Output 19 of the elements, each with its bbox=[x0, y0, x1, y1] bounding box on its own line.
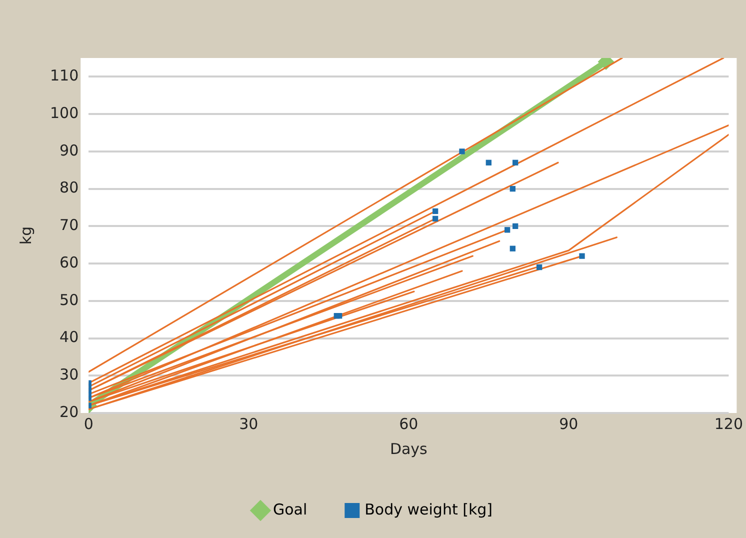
x-tick-label: 90 bbox=[559, 414, 578, 433]
y-tick-label: 110 bbox=[50, 66, 79, 85]
x-tick-label: 120 bbox=[714, 414, 744, 433]
y-tick-label: 60 bbox=[60, 253, 79, 272]
y-tick-label: 90 bbox=[60, 141, 79, 160]
y-tick-label: 40 bbox=[60, 328, 79, 346]
legend-label: Goal bbox=[272, 500, 308, 518]
y-tick-label: 20 bbox=[60, 402, 79, 421]
x-tick-label: 30 bbox=[239, 414, 258, 433]
y-tick-label: 100 bbox=[50, 104, 79, 122]
y-tick-label: 50 bbox=[60, 290, 79, 309]
x-tick-label: 0 bbox=[84, 414, 94, 433]
y-tick-label: 30 bbox=[60, 366, 79, 384]
x-axis-title: Days bbox=[390, 440, 428, 458]
x-tick-label: 60 bbox=[399, 414, 418, 433]
y-axis-title: kg bbox=[16, 226, 35, 245]
y-tick-label: 70 bbox=[60, 216, 79, 234]
legend-label: Body weight [kg] bbox=[364, 500, 493, 518]
y-tick-label: 80 bbox=[60, 178, 79, 197]
